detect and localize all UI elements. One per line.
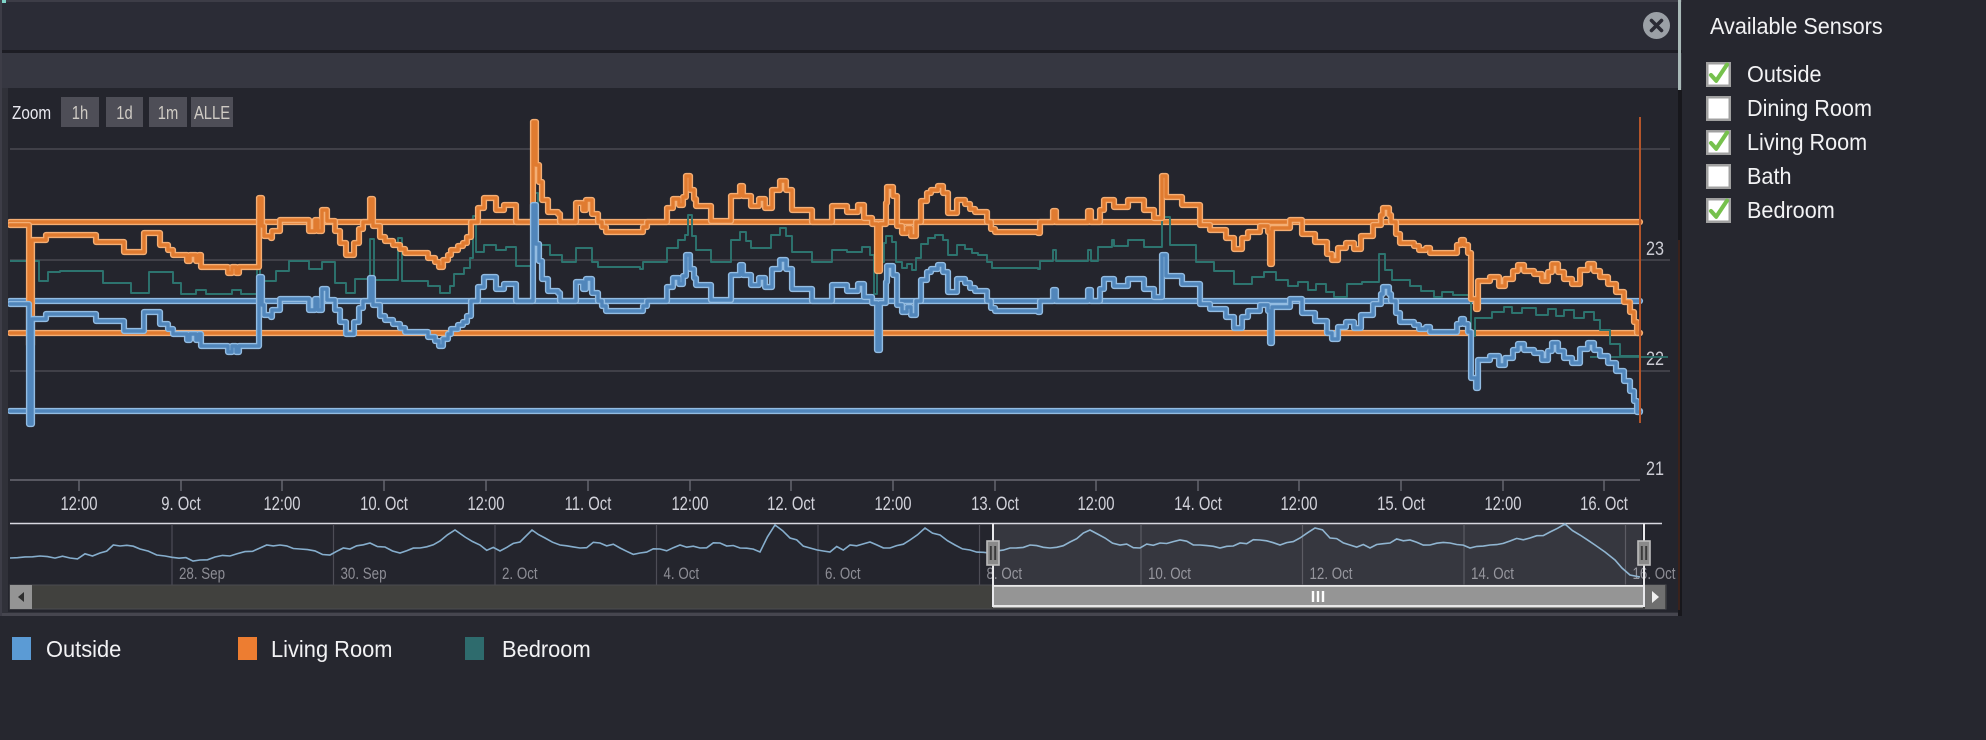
svg-text:4. Oct: 4. Oct xyxy=(664,564,700,583)
svg-text:12:00: 12:00 xyxy=(874,494,911,515)
svg-text:1h: 1h xyxy=(72,103,88,123)
svg-text:12:00: 12:00 xyxy=(671,494,708,515)
svg-text:23: 23 xyxy=(1646,239,1664,260)
svg-text:22: 22 xyxy=(1646,349,1664,370)
svg-text:14. Oct: 14. Oct xyxy=(1471,564,1514,583)
svg-text:15. Oct: 15. Oct xyxy=(1377,494,1425,515)
svg-text:1d: 1d xyxy=(116,103,132,123)
svg-text:Zoom: Zoom xyxy=(12,103,51,123)
svg-text:12:00: 12:00 xyxy=(263,494,300,515)
svg-text:9. Oct: 9. Oct xyxy=(161,494,201,515)
svg-text:14. Oct: 14. Oct xyxy=(1174,494,1222,515)
svg-text:12:00: 12:00 xyxy=(60,494,97,515)
svg-text:30. Sep: 30. Sep xyxy=(341,564,387,583)
svg-text:1m: 1m xyxy=(158,103,179,123)
svg-text:21: 21 xyxy=(1646,459,1664,480)
svg-text:12:00: 12:00 xyxy=(1484,494,1521,515)
svg-text:13. Oct: 13. Oct xyxy=(971,494,1019,515)
svg-text:11. Oct: 11. Oct xyxy=(565,494,612,515)
svg-text:6. Oct: 6. Oct xyxy=(825,564,861,583)
svg-text:12. Oct: 12. Oct xyxy=(1310,564,1353,583)
svg-text:28. Sep: 28. Sep xyxy=(179,564,225,583)
svg-text:12:00: 12:00 xyxy=(1077,494,1114,515)
svg-text:12:00: 12:00 xyxy=(467,494,504,515)
svg-text:2. Oct: 2. Oct xyxy=(502,564,538,583)
svg-text:12. Oct: 12. Oct xyxy=(767,494,815,515)
svg-text:12:00: 12:00 xyxy=(1280,494,1317,515)
svg-text:8. Oct: 8. Oct xyxy=(987,564,1023,583)
svg-text:10. Oct: 10. Oct xyxy=(1148,564,1191,583)
svg-text:16. Oct: 16. Oct xyxy=(1580,494,1628,515)
svg-text:ALLE: ALLE xyxy=(194,103,230,123)
svg-text:10. Oct: 10. Oct xyxy=(360,494,408,515)
